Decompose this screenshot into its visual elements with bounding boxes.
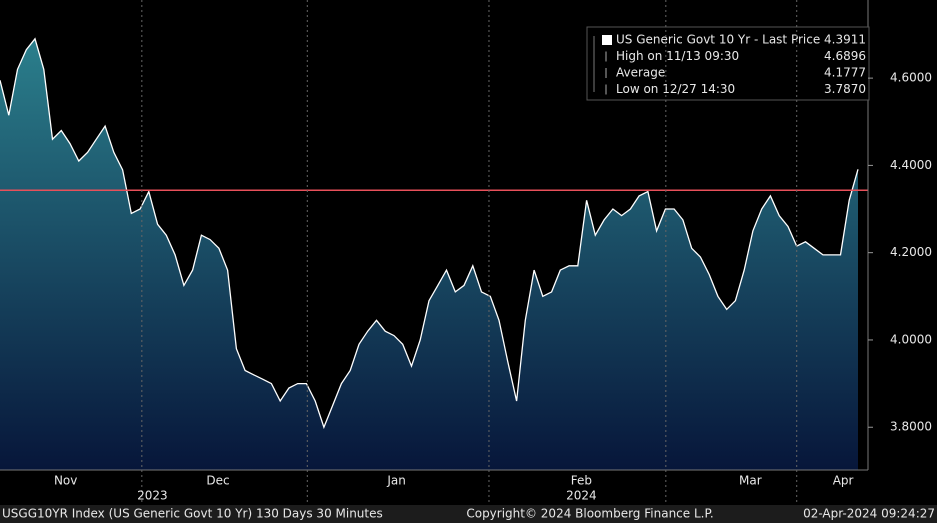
legend-value: 4.3911 <box>824 33 866 47</box>
legend-label: Low on 12/27 14:30 <box>616 82 735 96</box>
legend: US Generic Govt 10 Yr - Last Price 4.3911… <box>586 26 870 101</box>
legend-label: US Generic Govt 10 Yr - Last Price <box>616 33 820 47</box>
legend-value: 3.7870 <box>824 82 866 96</box>
legend-swatch <box>602 35 612 45</box>
y-tick-label: 4.6000 <box>890 71 932 85</box>
footer-center: Copyright© 2024 Bloomberg Finance L.P. <box>466 507 713 521</box>
year-label: 2023 <box>137 489 168 503</box>
area-fill <box>0 38 858 470</box>
legend-value: 4.6896 <box>824 49 866 63</box>
x-tick-label: Mar <box>739 474 762 488</box>
year-label: 2024 <box>566 489 597 503</box>
y-tick-label: 4.0000 <box>890 332 932 346</box>
plot-area <box>0 37 868 470</box>
x-tick-label: Jan <box>386 474 406 488</box>
x-tick-label: Feb <box>571 474 592 488</box>
footer-right: 02-Apr-2024 09:24:27 <box>803 507 935 521</box>
legend-label: Average <box>616 66 665 80</box>
x-tick-label: Apr <box>833 474 854 488</box>
footer-left: USGG10YR Index (US Generic Govt 10 Yr) 1… <box>2 507 383 521</box>
x-tick-label: Nov <box>54 474 77 488</box>
y-tick-label: 3.8000 <box>890 420 932 434</box>
footer-bar <box>0 505 937 523</box>
legend-label: High on 11/13 09:30 <box>616 49 739 63</box>
x-tick-label: Dec <box>206 474 229 488</box>
price-line <box>0 37 859 430</box>
y-tick-label: 4.2000 <box>890 245 932 259</box>
legend-box <box>586 26 870 101</box>
legend-value: 4.1777 <box>824 66 866 80</box>
y-tick-label: 4.4000 <box>890 158 932 172</box>
